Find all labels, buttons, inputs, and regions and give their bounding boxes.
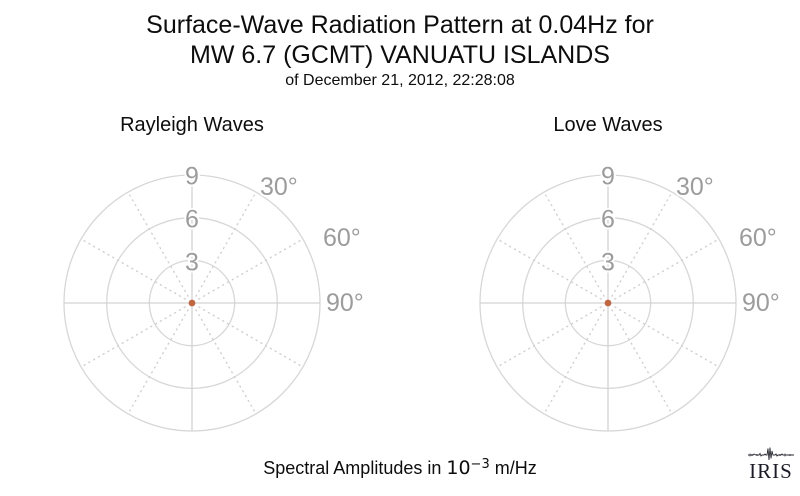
love-plot-title: Love Waves — [553, 114, 663, 136]
caption-unit: m/Hz — [489, 458, 537, 478]
azimuth-tick-labels: 30° 60° 90° — [674, 171, 782, 319]
figure-title-line2: MW 6.7 (GCMT) VANUATU ISLANDS — [190, 41, 610, 69]
r-tick-3: 3 — [601, 249, 615, 277]
rayleigh-plot-title: Rayleigh Waves — [120, 114, 264, 136]
rayleigh-waves-plot: Rayleigh Waves — [32, 112, 372, 472]
caption-power-base: 10 — [446, 457, 471, 479]
r-tick-9: 9 — [185, 163, 199, 191]
radial-tick-labels: 3 6 9 — [183, 161, 201, 279]
seismogram-icon — [748, 447, 794, 461]
figure-title: Surface-Wave Radiation Pattern at 0.04Hz… — [0, 10, 800, 70]
amplitude-units-caption: Spectral Amplitudes in 10−3 m/Hz — [0, 457, 800, 479]
theta-tick-60: 60° — [739, 224, 777, 252]
dotted-spokes — [81, 192, 303, 414]
caption-prefix: Spectral Amplitudes in — [263, 458, 447, 478]
theta-tick-90: 90° — [742, 289, 780, 317]
figure-title-line1: Surface-Wave Radiation Pattern at 0.04Hz… — [146, 11, 654, 39]
figure-subtitle-date: of December 21, 2012, 22:28:08 — [285, 72, 515, 89]
r-tick-3: 3 — [185, 249, 199, 277]
radiation-pattern-point — [604, 299, 612, 307]
caption-power-exponent: −3 — [470, 457, 490, 472]
polar-grid — [479, 174, 737, 432]
r-tick-9: 9 — [601, 163, 615, 191]
r-tick-6: 6 — [601, 206, 615, 234]
r-tick-6: 6 — [185, 206, 199, 234]
theta-tick-30: 30° — [260, 173, 298, 201]
iris-logo-text: IRIS — [749, 459, 793, 483]
azimuth-tick-labels: 30° 60° 90° — [258, 171, 366, 319]
iris-logo: IRIS — [745, 447, 797, 489]
radial-tick-labels: 3 6 9 — [599, 161, 617, 279]
dotted-spokes — [497, 192, 719, 414]
radiation-pattern-point — [188, 299, 196, 307]
theta-tick-30: 30° — [676, 173, 714, 201]
theta-tick-90: 90° — [326, 289, 364, 317]
rayleigh-polar-chart: 3 6 9 30° 60° 90° — [63, 161, 366, 432]
theta-tick-60: 60° — [323, 224, 361, 252]
love-polar-chart: 3 6 9 30° 60° 90° — [479, 161, 782, 432]
love-waves-plot: Love Waves 3 — [448, 112, 788, 472]
